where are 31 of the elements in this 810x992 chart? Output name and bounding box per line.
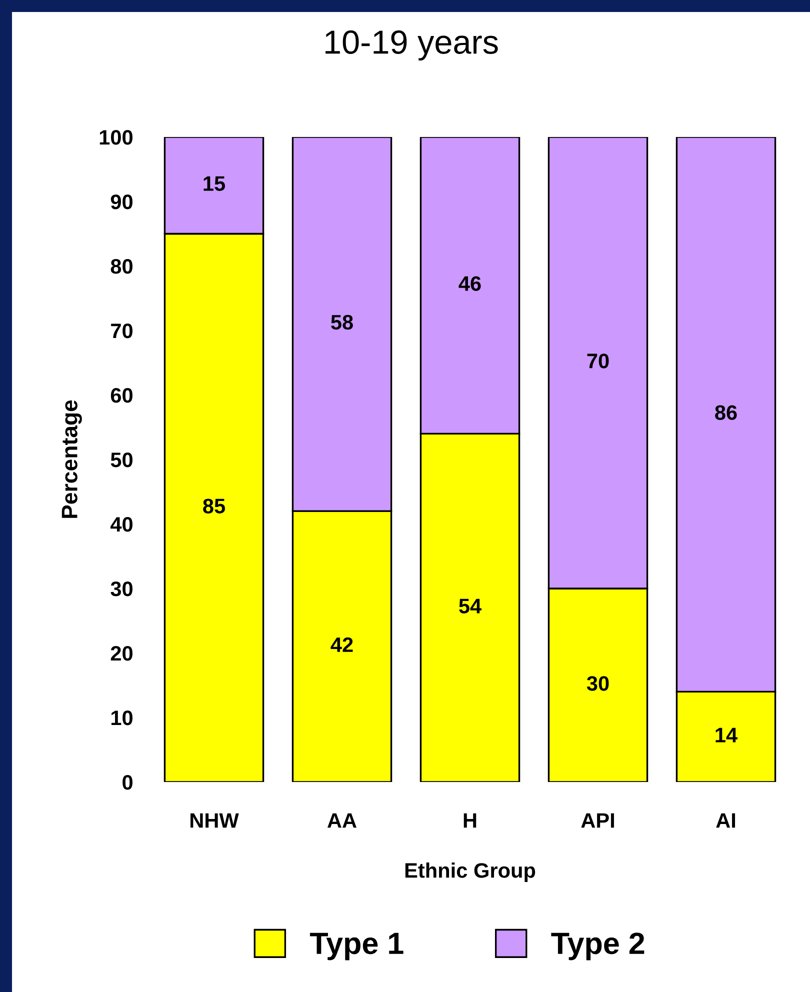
data-label: 54	[459, 598, 482, 614]
data-label: 46	[458, 276, 481, 291]
x-tick-label: AI	[716, 813, 736, 828]
x-tick-label: H	[464, 813, 476, 828]
legend-label: Type 1	[310, 932, 404, 960]
data-label: 30	[586, 676, 609, 691]
x-tick-label: AA	[327, 813, 356, 828]
y-tick-label: 0	[122, 775, 132, 790]
y-tick-label: 90	[110, 194, 132, 210]
data-label: 85	[203, 498, 226, 514]
y-tick-label: 70	[111, 324, 132, 338]
y-axis-title: Percentage	[62, 400, 82, 518]
y-tick-label: 20	[110, 646, 132, 661]
data-label: 14	[716, 728, 738, 742]
x-tick-label: NHW	[190, 813, 239, 828]
y-tick-label: 30	[110, 582, 132, 596]
x-tick-label: API	[581, 813, 614, 828]
data-label: 58	[331, 314, 353, 330]
y-tick-label: 50	[110, 452, 132, 468]
legend-label: Type 2	[551, 932, 644, 960]
y-tick-label: 60	[110, 388, 132, 403]
chart-title: 10-19 years	[326, 30, 498, 61]
y-tick-label: 40	[110, 517, 132, 532]
data-label: 42	[330, 637, 353, 652]
y-tick-label: 10	[111, 710, 132, 726]
y-tick-label: 100	[100, 130, 132, 145]
y-tick-label: 80	[110, 259, 132, 274]
data-label: 70	[587, 354, 609, 368]
data-label: 86	[715, 405, 737, 420]
data-label: 15	[204, 176, 226, 191]
x-axis-title: Ethnic Group	[405, 862, 536, 882]
